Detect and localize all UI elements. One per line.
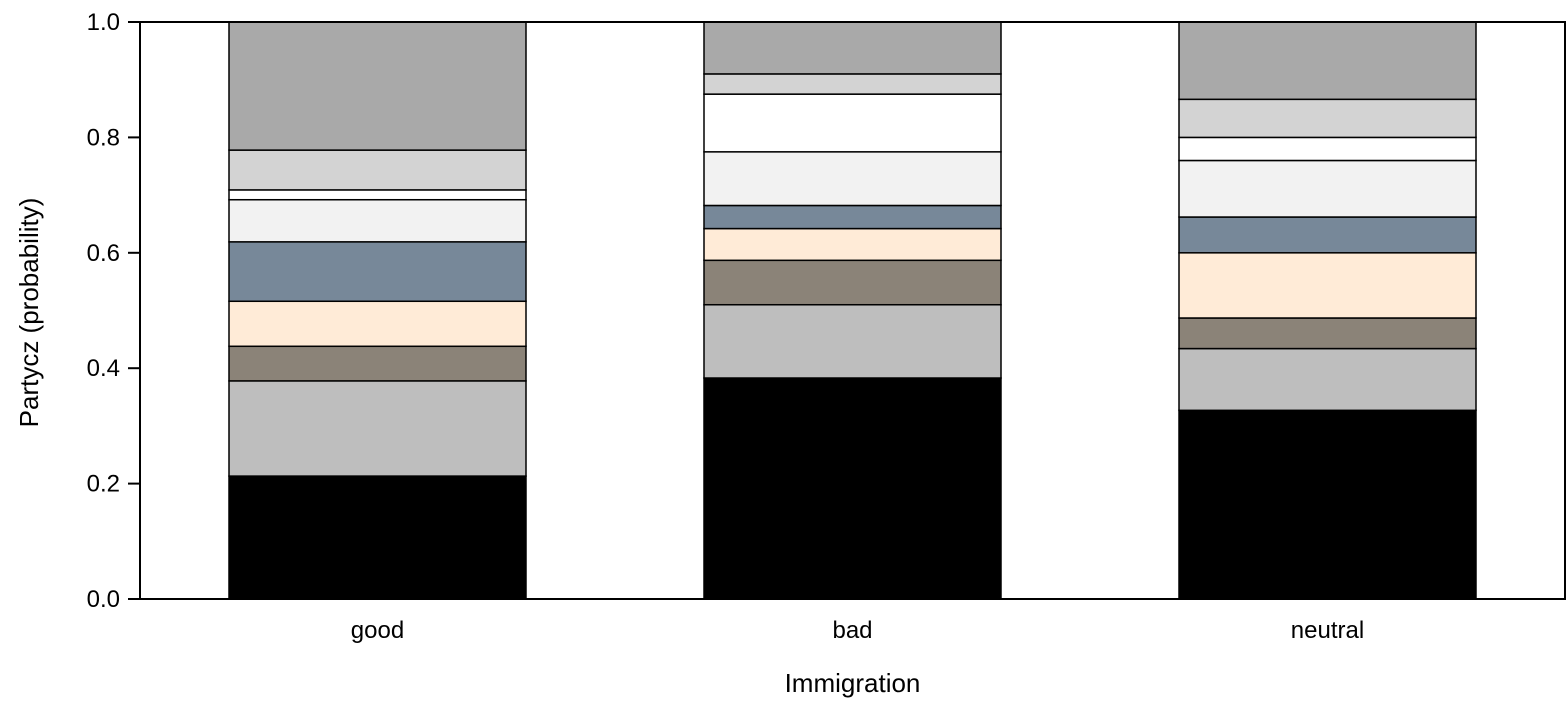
bar-segment-good-4 [228, 300, 527, 348]
bar-segment-good-9 [228, 21, 527, 151]
y-tick-label: 0.0 [87, 586, 120, 613]
bar-segment-neutral-1 [1178, 409, 1477, 600]
x-tick-label-neutral: neutral [1291, 617, 1364, 644]
bar-segment-neutral-2 [1178, 347, 1477, 412]
bar-segment-bad-7 [703, 93, 1002, 153]
bar-segment-good-3 [228, 345, 527, 382]
bar-segment-bad-3 [703, 259, 1002, 306]
y-tick-label: 0.2 [87, 471, 120, 498]
y-axis: 0.0 0.2 0.4 0.6 0.8 1.0 [87, 9, 140, 613]
bar-segment-neutral-6 [1178, 159, 1477, 218]
y-axis-title: Partycz (probability) [14, 198, 44, 428]
plot-frame [139, 21, 1566, 600]
bar-segment-bad-5 [703, 204, 1002, 230]
bar-segment-bad-6 [703, 151, 1002, 207]
y-tick-label: 0.8 [87, 124, 120, 151]
bar-segment-neutral-8 [1178, 98, 1477, 139]
y-tick-label: 0.4 [87, 355, 120, 382]
x-tick-label-good: good [351, 617, 404, 644]
bar-segment-good-2 [228, 380, 527, 477]
bars-group [228, 21, 1477, 600]
bar-segment-neutral-9 [1178, 21, 1477, 101]
bar-segment-good-6 [228, 198, 527, 243]
bar-segment-good-5 [228, 241, 527, 303]
x-axis-title: Immigration [785, 668, 921, 698]
bar-segment-neutral-7 [1178, 136, 1477, 162]
bar-segment-bad-1 [703, 377, 1002, 600]
x-tick-label-bad: bad [832, 617, 872, 644]
bar-segment-bad-4 [703, 227, 1002, 262]
bar-segment-neutral-5 [1178, 216, 1477, 254]
bar-segment-neutral-4 [1178, 252, 1477, 319]
y-tick-label: 1.0 [87, 9, 120, 36]
x-axis: good bad neutral [351, 617, 1364, 644]
bar-segment-bad-2 [703, 303, 1002, 379]
bar-segment-bad-9 [703, 21, 1002, 75]
bar-segment-neutral-3 [1178, 317, 1477, 350]
bar-segment-good-1 [228, 475, 527, 600]
bar-segment-bad-8 [703, 73, 1002, 95]
y-tick-label: 0.6 [87, 240, 120, 267]
bar-segment-good-7 [228, 189, 527, 201]
bar-segment-good-8 [228, 149, 527, 191]
